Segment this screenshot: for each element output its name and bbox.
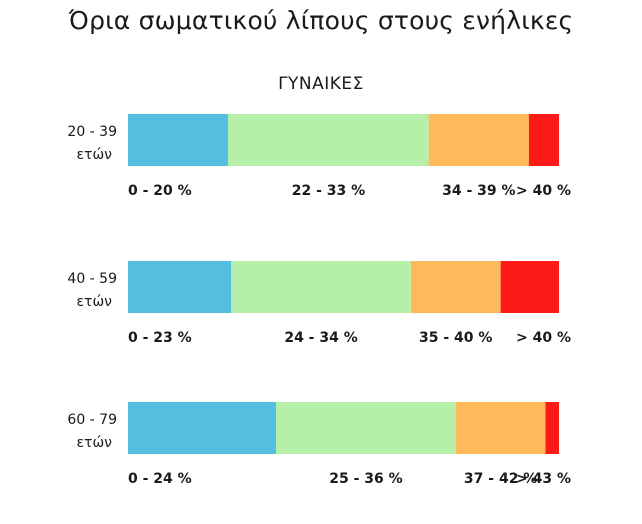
bar-segment	[276, 402, 456, 454]
chart-title: Όρια σωματικού λίπους στους ενήλικες	[68, 6, 574, 35]
bar-segment	[428, 114, 529, 166]
segment-range-label: 34 - 39 %	[442, 183, 515, 199]
age-range-label: 40 - 59	[67, 271, 117, 287]
segment-range-label: 0 - 23 %	[128, 330, 192, 346]
bar-segment	[128, 114, 229, 166]
segment-range-label: 0 - 24 %	[128, 471, 192, 487]
segment-range-label: 35 - 40 %	[419, 330, 492, 346]
age-range-label: 60 - 79	[67, 412, 117, 428]
bar-segment	[545, 402, 559, 454]
bar-segment	[455, 402, 546, 454]
bar-segment	[528, 114, 559, 166]
bar-segment	[410, 261, 501, 313]
bar-row: 40 - 59 ετών 0 - 23 % 24 - 34 % 35 - 40 % > 4…	[67, 261, 571, 346]
age-unit-label: ετών	[76, 147, 112, 163]
segment-range-label: > 43 %	[516, 471, 571, 487]
age-unit-label: ετών	[76, 294, 112, 310]
segment-range-label: 24 - 34 %	[284, 330, 357, 346]
bar-segment	[231, 261, 411, 313]
age-unit-label: ετών	[76, 435, 112, 451]
bar-row: 60 - 79 ετών 0 - 24 % 25 - 36 % 37 - 42 %> 4…	[67, 402, 571, 487]
bar-segment	[500, 261, 559, 313]
chart-subtitle: ΓΥΝΑΙΚΕΣ	[278, 74, 364, 94]
bar-segment	[128, 261, 232, 313]
segment-range-label: 22 - 33 %	[292, 183, 365, 199]
bar-segment	[228, 114, 429, 166]
segment-range-label: 0 - 20 %	[128, 183, 192, 199]
age-range-label: 20 - 39	[67, 124, 117, 140]
segment-range-label: > 40 %	[516, 330, 571, 346]
segment-range-label: > 40 %	[516, 183, 571, 199]
bar-segment	[128, 402, 277, 454]
segment-range-label: 25 - 36 %	[329, 471, 402, 487]
segment-range-label: 37 - 42 %	[464, 471, 537, 487]
bar-row: 20 - 39 ετών 0 - 20 % 22 - 33 % 34 - 39 % > 4…	[67, 114, 571, 199]
